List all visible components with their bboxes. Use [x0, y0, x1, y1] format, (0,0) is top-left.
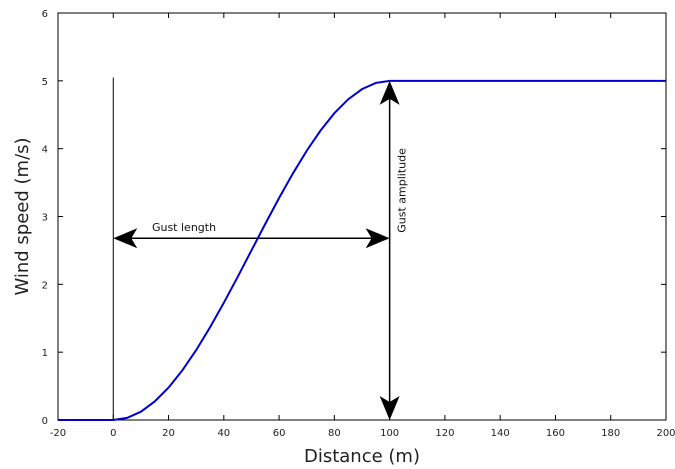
plot-area	[57, 12, 667, 421]
gust-amplitude-label: Gust amplitude	[396, 148, 409, 233]
y-tick-label: 3	[42, 213, 48, 224]
y-tick-label: 5	[42, 77, 48, 88]
x-tick-label: 40	[217, 428, 230, 439]
arrow-head	[379, 80, 400, 105]
x-tick-label: 160	[546, 428, 565, 439]
x-axis-title: Distance (m)	[304, 446, 420, 467]
arrow-head	[365, 228, 390, 249]
x-tick-label: 180	[601, 428, 620, 439]
arrow-head	[113, 228, 138, 249]
x-tick-label: 0	[110, 428, 116, 439]
y-tick-label: 0	[42, 416, 48, 427]
y-tick-label: 4	[42, 145, 48, 156]
x-tick-label: 140	[491, 428, 510, 439]
x-tick-label: 20	[162, 428, 175, 439]
y-tick-label: 2	[42, 280, 48, 291]
x-tick-label: 60	[273, 428, 286, 439]
x-tick-label: -20	[50, 428, 66, 439]
x-tick-label: 120	[435, 428, 454, 439]
arrow-head	[379, 396, 400, 420]
x-tick-label: 200	[656, 428, 675, 439]
y-tick-label: 6	[42, 9, 48, 20]
x-tick-label: 80	[328, 428, 341, 439]
x-tick-label: 100	[380, 428, 399, 439]
annotation-lines	[112, 77, 400, 420]
wind-speed-curve	[58, 79, 666, 421]
y-tick-label: 1	[42, 348, 48, 359]
y-axis-title: Wind speed (m/s)	[12, 137, 33, 295]
gust-length-label: Gust length	[152, 221, 216, 234]
